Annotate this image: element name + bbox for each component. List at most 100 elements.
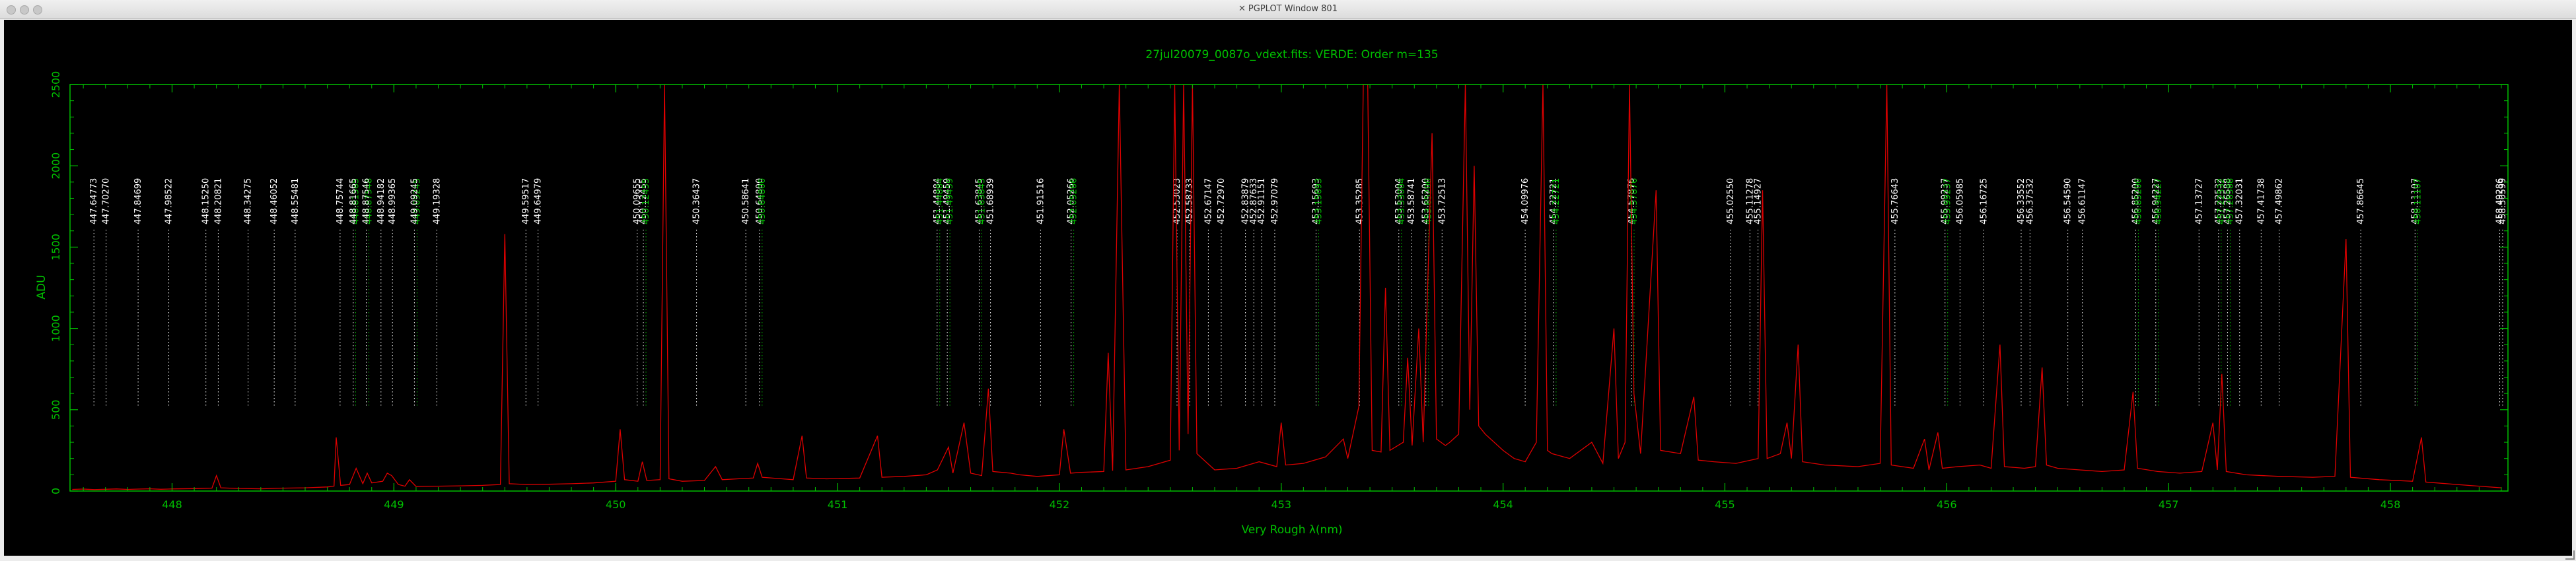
line-marker-label: 457.22532 (2214, 178, 2224, 224)
line-marker-label: 448.87548 (365, 178, 375, 224)
line-marker-label: 447.70270 (102, 178, 112, 224)
y-tick-label: 1000 (50, 315, 62, 342)
spectrum-line (72, 84, 2501, 490)
line-marker-label: 449.64979 (534, 178, 544, 224)
x-tick-label: 450 (606, 498, 626, 511)
line-marker-label: 452.87633 (1249, 178, 1259, 224)
line-marker-label: 453.35285 (1355, 178, 1365, 224)
close-button[interactable] (7, 5, 16, 15)
x-tick-label: 458 (2380, 498, 2401, 511)
window-title: ✕ PGPLOT Window 801 (0, 4, 2576, 14)
line-markers: 447.64773 447.70270 447.84699 447.98522 448.… (89, 178, 2508, 406)
line-marker-label: 448.81665 (349, 178, 359, 224)
line-marker-label: 448.15250 (201, 178, 211, 224)
line-marker-label: 456.94227 (2151, 178, 2161, 224)
line-marker-label: 455.76643 (1890, 178, 1900, 224)
line-marker-label: 457.49862 (2275, 178, 2285, 224)
line-marker-label: 448.75744 (336, 178, 345, 224)
line-marker-label: 448.20821 (213, 178, 223, 224)
line-marker-label: 452.67147 (1203, 178, 1213, 224)
line-marker-label: 455.02550 (1726, 178, 1736, 224)
line-marker-label: 448.34275 (244, 178, 254, 224)
x-tick-label: 457 (2159, 498, 2179, 511)
line-marker-label: 453.15693 (1311, 178, 1321, 224)
line-marker-label: 454.09976 (1521, 178, 1530, 224)
line-marker-label: 454.57876 (1627, 178, 1637, 224)
line-marker-label: 452.05266 (1069, 178, 1079, 224)
line-marker-label: 455.99237 (1941, 178, 1950, 224)
line-marker-label: 451.63845 (974, 178, 984, 224)
y-tick-label: 2000 (50, 152, 62, 180)
line-marker-label: 453.53004 (1394, 178, 1404, 224)
line-marker-label: 447.84699 (133, 178, 143, 224)
line-marker-label: 450.09655 (633, 178, 643, 224)
x-tick-label: 453 (1271, 498, 1291, 511)
x11-icon: ✕ (1238, 4, 1246, 14)
chart-title: 27jul20079_0087o_vdext.fits: VERDE: Orde… (1145, 48, 1438, 61)
line-marker-label: 447.98522 (164, 178, 174, 224)
line-marker-label: 450.12455 (641, 178, 651, 224)
pgplot-canvas: 27jul20079_0087o_vdext.fits: VERDE: Orde… (4, 20, 2572, 556)
x-tick-label: 456 (1937, 498, 1957, 511)
axes: 448 449 450 451 452 453 454 455 456 457 458 0 500 100… (50, 71, 2508, 511)
line-marker-label: 453.65200 (1421, 178, 1431, 224)
window-titlebar: ✕ PGPLOT Window 801 (0, 0, 2576, 19)
line-marker-label: 451.49459 (945, 178, 955, 224)
line-marker-label: 452.58733 (1185, 178, 1195, 224)
line-marker-label: 457.26588 (2223, 178, 2233, 224)
line-marker-label: 456.05985 (1955, 178, 1965, 224)
x-tick-label: 455 (1715, 498, 1735, 511)
line-marker-label: 456.85200 (2131, 178, 2141, 224)
line-marker-label: 448.99365 (388, 178, 398, 224)
window-title-text: PGPLOT Window 801 (1248, 4, 1338, 14)
resize-grip[interactable] (2565, 550, 2575, 560)
line-marker-label: 457.32031 (2235, 178, 2245, 224)
line-marker-label: 456.54590 (2063, 178, 2073, 224)
line-marker-label: 452.83879 (1241, 178, 1251, 224)
x-tick-label: 451 (828, 498, 848, 511)
line-marker-label: 451.44884 (935, 178, 945, 224)
line-marker-label: 449.09245 (410, 178, 419, 224)
zoom-button[interactable] (33, 5, 42, 15)
line-marker-label: 453.65200 (1424, 178, 1434, 224)
line-marker-label: 448.46052 (269, 178, 279, 224)
line-marker-label: 458.50599 (2498, 178, 2508, 224)
x-tick-label: 454 (1493, 498, 1513, 511)
line-marker-label: 450.58641 (741, 178, 751, 224)
line-marker-label: 448.87546 (362, 178, 372, 224)
line-marker-label: 452.91151 (1257, 178, 1267, 224)
line-marker-label: 451.49459 (943, 178, 952, 224)
line-marker-label: 457.26588 (2225, 178, 2235, 224)
line-marker-label: 456.85200 (2133, 178, 2143, 224)
y-tick-label: 500 (50, 400, 62, 420)
line-marker-label: 451.68939 (986, 178, 996, 224)
plot-frame (69, 84, 2509, 492)
line-marker-label: 455.14927 (1754, 178, 1764, 224)
line-marker-label: 457.22532 (2217, 178, 2227, 224)
plot-background (4, 20, 2572, 556)
line-marker-label: 449.09245 (412, 178, 422, 224)
x-axis-label: Very Rough λ(nm) (1241, 523, 1342, 537)
y-tick-label: 2500 (50, 71, 62, 98)
line-marker-label: 451.44884 (933, 178, 943, 224)
line-marker-label: 458.49286 (2495, 178, 2505, 224)
x-tick-label: 448 (162, 498, 182, 511)
y-tick-label: 0 (50, 488, 62, 494)
minimize-button[interactable] (20, 5, 29, 15)
line-marker-label: 450.64800 (758, 178, 768, 224)
line-marker-label: 450.12455 (639, 178, 649, 224)
line-marker-label: 452.53023 (1172, 178, 1182, 224)
line-marker-label: 457.86645 (2356, 178, 2366, 224)
line-marker-label: 450.64800 (755, 178, 765, 224)
line-marker-label: 458.11107 (2413, 178, 2423, 224)
line-marker-label: 457.13727 (2194, 178, 2204, 224)
line-marker-label: 451.63845 (977, 178, 987, 224)
line-marker-label: 453.58741 (1407, 178, 1417, 224)
line-marker-label: 456.61147 (2078, 178, 2088, 224)
line-marker-label: 453.53004 (1397, 178, 1407, 224)
line-marker-label: 451.91516 (1036, 178, 1046, 224)
line-marker-label: 448.94182 (376, 178, 386, 224)
x-tick-label: 452 (1050, 498, 1070, 511)
y-axis-label: ADU (35, 275, 48, 299)
line-marker-label: 456.16725 (1979, 178, 1989, 224)
